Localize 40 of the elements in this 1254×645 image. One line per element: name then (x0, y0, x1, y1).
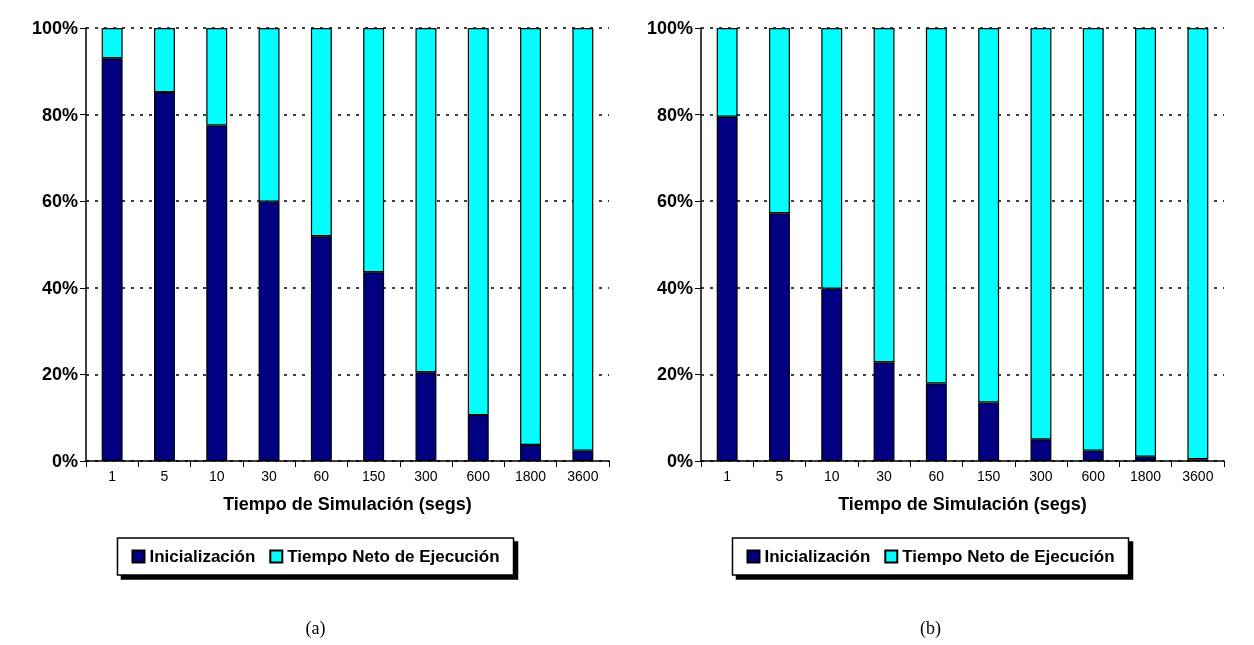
y-tick-label: 60% (41, 191, 78, 212)
x-tick-label: 10 (823, 468, 840, 484)
x-tick-label: 3600 (1182, 468, 1214, 484)
x-tick-label: 30 (261, 468, 278, 484)
y-tick-label: 100% (646, 18, 693, 38)
x-tick-label: 5 (160, 468, 169, 484)
x-tick-label: 1800 (1129, 468, 1162, 484)
legend-label: Tiempo Neto de Ejecución (287, 547, 500, 566)
x-tick-label: 5 (775, 468, 784, 484)
y-tick-label: 60% (656, 191, 693, 212)
x-tick-label: 1 (723, 468, 732, 484)
legend-label: Tiempo Neto de Ejecución (902, 547, 1115, 566)
x-tick-label: 3600 (567, 468, 599, 484)
x-tick-label: 1800 (514, 468, 547, 484)
x-tick-label: 600 (1081, 468, 1106, 484)
x-axis-title: Tiempo de Simulación (segs) (838, 494, 1087, 514)
y-tick-label: 100% (31, 18, 78, 38)
text: (b) (920, 618, 942, 639)
text: (a) (305, 618, 326, 639)
x-tick-label: 10 (208, 468, 225, 484)
y-tick-label: 0% (666, 451, 693, 471)
x-tick-label: 150 (361, 468, 386, 484)
x-tick-label: 60 (313, 468, 330, 484)
y-tick-label: 80% (41, 104, 78, 125)
y-tick-label: 20% (41, 364, 78, 385)
y-tick-label: 20% (656, 364, 693, 385)
legend-label: Inicialización (149, 547, 256, 566)
x-tick-label: 300 (1029, 468, 1053, 484)
x-tick-label: 300 (414, 468, 438, 484)
y-tick-label: 40% (656, 277, 693, 298)
legend-label: Inicialización (764, 547, 871, 566)
x-tick-label: 30 (876, 468, 893, 484)
x-tick-label: 1 (108, 468, 117, 484)
x-tick-label: 60 (928, 468, 945, 484)
y-tick-label: 80% (656, 104, 693, 125)
y-tick-label: 40% (41, 277, 78, 298)
x-axis-title: Tiempo de Simulación (segs) (223, 494, 472, 514)
x-tick-label: 150 (976, 468, 1001, 484)
x-tick-label: 600 (466, 468, 491, 484)
y-tick-label: 0% (51, 451, 78, 471)
